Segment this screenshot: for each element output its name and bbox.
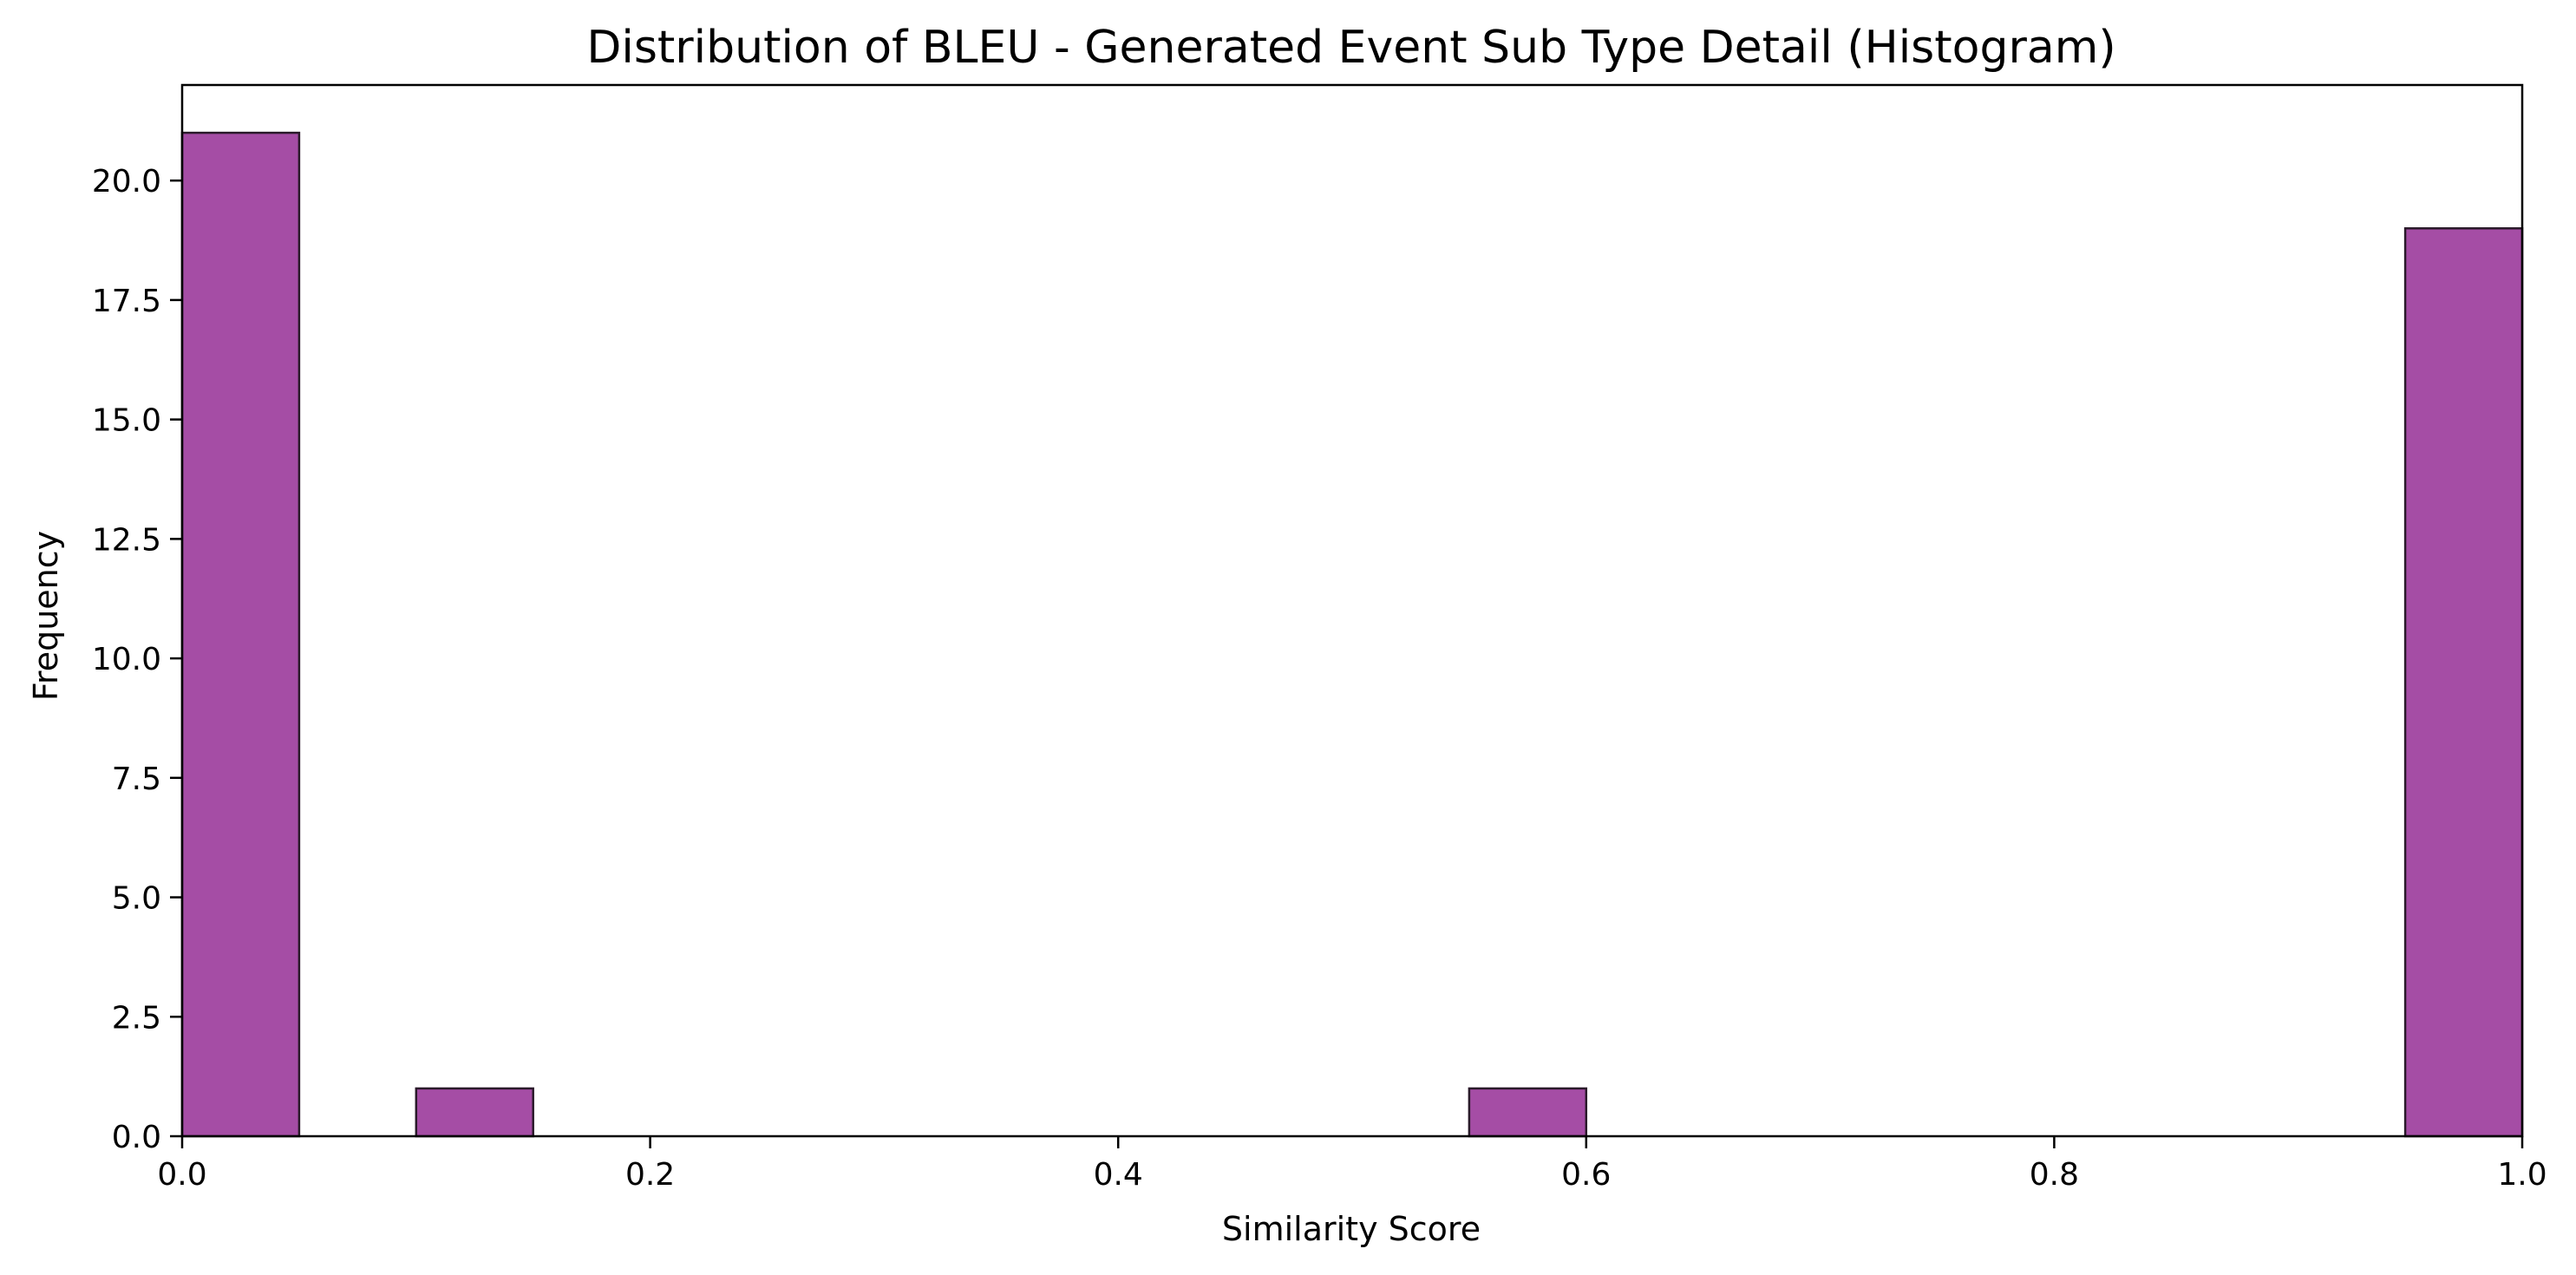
x-tick-label: 0.4 — [1094, 1157, 1143, 1193]
x-tick-label: 0.8 — [2030, 1157, 2079, 1193]
y-tick-label: 5.0 — [112, 881, 161, 917]
y-tick-label: 0.0 — [112, 1120, 161, 1155]
histogram-bar — [415, 1087, 534, 1138]
y-tick-label: 20.0 — [92, 164, 161, 199]
y-tick-label: 7.5 — [112, 762, 161, 797]
x-axis-label: Similarity Score — [1222, 1210, 1481, 1248]
x-tick-label: 0.0 — [157, 1157, 206, 1193]
x-tick-label: 1.0 — [2497, 1157, 2547, 1193]
histogram-bar — [2403, 227, 2524, 1138]
histogram-bar — [180, 131, 301, 1138]
y-tick-label: 10.0 — [92, 642, 161, 677]
y-tick-label: 17.5 — [92, 284, 161, 319]
plot-frame — [180, 83, 2524, 1138]
y-tick-label: 15.0 — [92, 403, 161, 439]
x-axis-ticks: 0.0 0.2 0.4 0.6 0.8 1.0 — [157, 1136, 2547, 1193]
x-tick-label: 0.2 — [625, 1157, 675, 1193]
y-axis-label: Frequency — [27, 531, 65, 701]
y-tick-label: 2.5 — [112, 1000, 161, 1036]
x-tick-label: 0.6 — [1561, 1157, 1611, 1193]
y-tick-label: 12.5 — [92, 522, 161, 558]
chart-title: Distribution of BLEU - Generated Event S… — [586, 22, 2115, 74]
y-axis-ticks: 0.0 2.5 5.0 7.5 10.0 12.5 15.0 17.5 20.0 — [92, 164, 182, 1155]
histogram-bar — [1468, 1087, 1588, 1138]
histogram-bars — [180, 131, 2524, 1138]
